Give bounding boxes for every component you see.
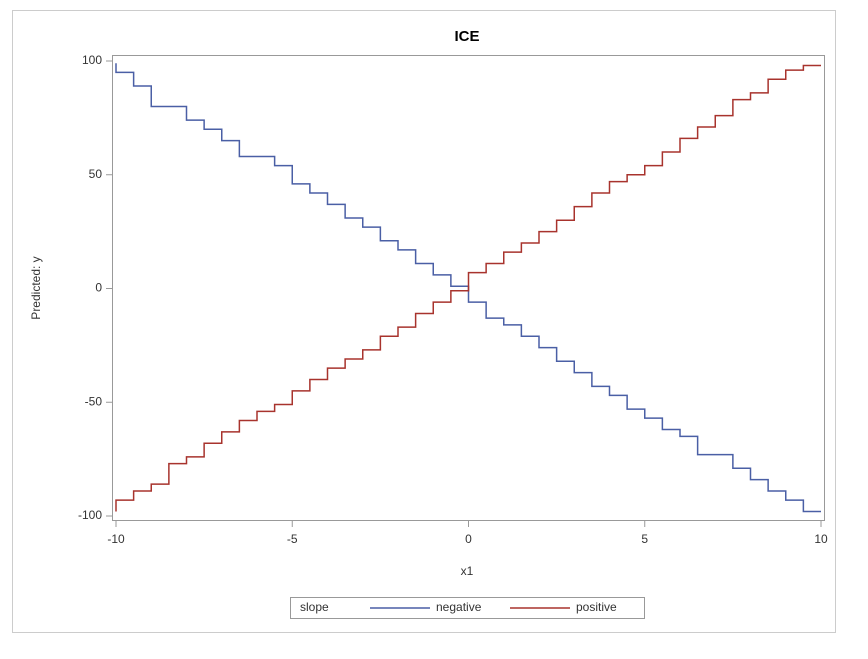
y-tick-label: 100: [82, 53, 102, 67]
legend-label: positive: [576, 600, 617, 614]
plot-frame: [112, 55, 825, 521]
x-tick-label: 5: [641, 532, 648, 546]
legend: [290, 597, 645, 619]
y-tick-label: 0: [95, 281, 102, 295]
x-tick-label: 0: [465, 532, 472, 546]
y-tick-label: 50: [89, 167, 103, 181]
y-tick-label: -50: [85, 394, 103, 408]
legend-label: negative: [436, 600, 482, 614]
x-tick-label: 10: [814, 532, 828, 546]
series-line: [115, 64, 821, 512]
y-axis-label: Predicted: y: [29, 256, 43, 319]
x-tick-label: -5: [287, 532, 298, 546]
y-tick-label: -100: [78, 508, 102, 522]
x-axis-label: x1: [461, 564, 474, 578]
chart-frame: [12, 10, 836, 633]
x-tick-label: -10: [107, 532, 125, 546]
legend-title: slope: [300, 600, 329, 614]
chart-title: ICE: [454, 28, 479, 45]
series-line: [115, 63, 821, 513]
